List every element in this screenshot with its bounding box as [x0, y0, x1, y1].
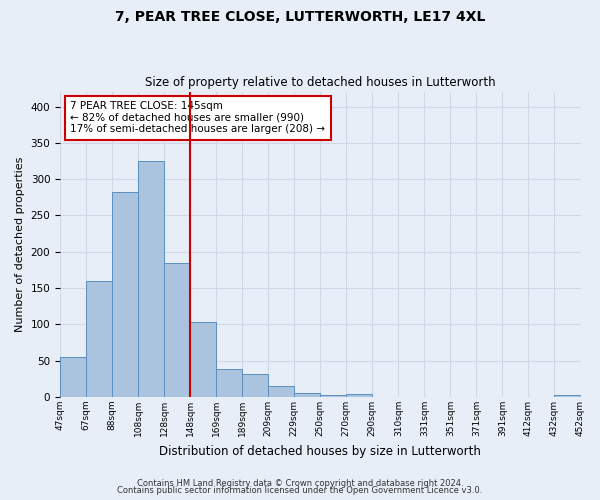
Bar — [320, 395, 346, 397]
Text: Contains public sector information licensed under the Open Government Licence v3: Contains public sector information licen… — [118, 486, 482, 495]
Title: Size of property relative to detached houses in Lutterworth: Size of property relative to detached ho… — [145, 76, 496, 90]
Bar — [190, 322, 216, 397]
Bar — [268, 386, 294, 397]
Text: 7, PEAR TREE CLOSE, LUTTERWORTH, LE17 4XL: 7, PEAR TREE CLOSE, LUTTERWORTH, LE17 4X… — [115, 10, 485, 24]
Y-axis label: Number of detached properties: Number of detached properties — [15, 157, 25, 332]
Bar — [112, 192, 138, 397]
Text: Contains HM Land Registry data © Crown copyright and database right 2024.: Contains HM Land Registry data © Crown c… — [137, 478, 463, 488]
Bar — [346, 394, 373, 397]
Bar — [294, 392, 320, 397]
X-axis label: Distribution of detached houses by size in Lutterworth: Distribution of detached houses by size … — [160, 444, 481, 458]
Bar — [138, 161, 164, 397]
Text: 7 PEAR TREE CLOSE: 145sqm
← 82% of detached houses are smaller (990)
17% of semi: 7 PEAR TREE CLOSE: 145sqm ← 82% of detac… — [70, 101, 325, 134]
Bar — [242, 374, 268, 397]
Bar — [86, 281, 112, 397]
Bar — [216, 368, 242, 397]
Bar — [164, 262, 190, 397]
Bar — [554, 395, 581, 397]
Bar — [60, 357, 86, 397]
